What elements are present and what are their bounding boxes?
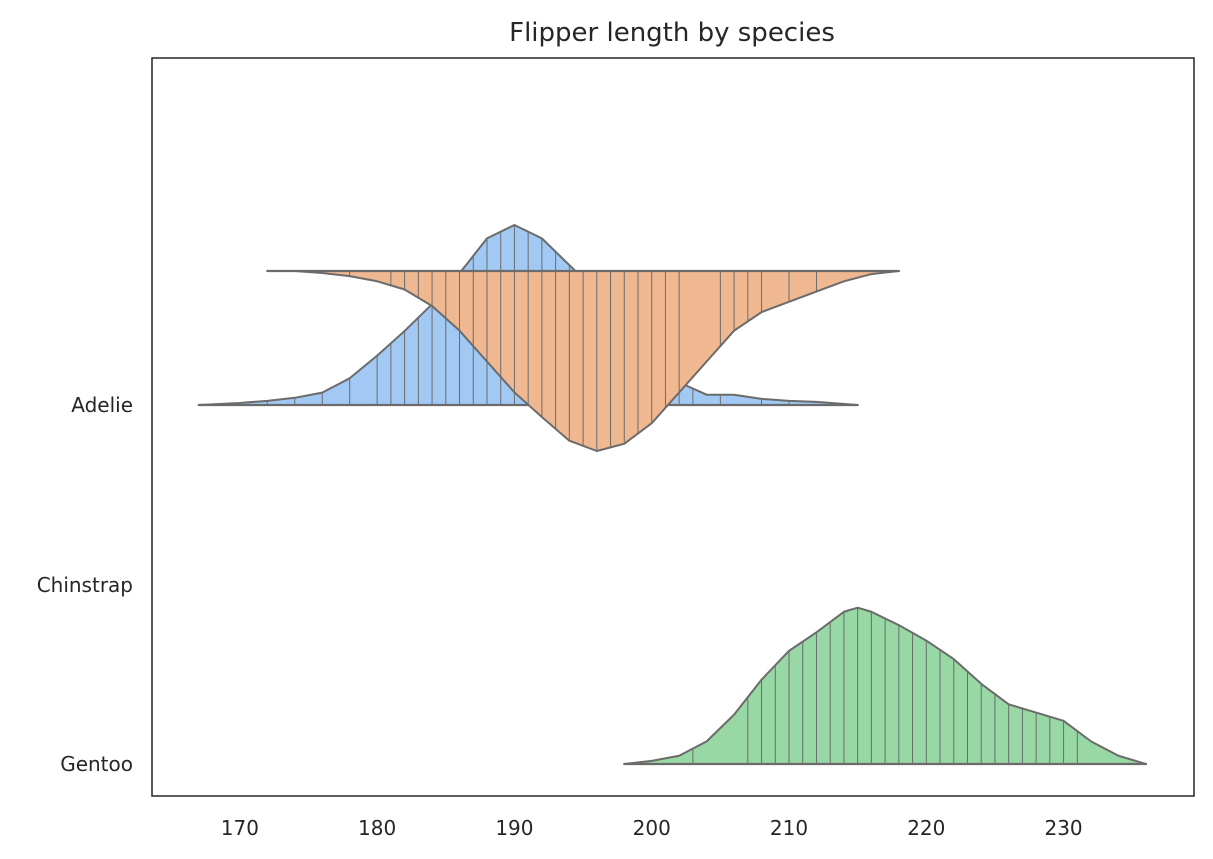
y-tick-label-chinstrap: Chinstrap — [37, 573, 133, 597]
y-tick-label-adelie: Adelie — [71, 393, 133, 417]
x-tick-label: 180 — [358, 816, 396, 840]
plot-frame — [151, 57, 1195, 797]
y-axis: Adelie Chinstrap Gentoo — [37, 393, 133, 776]
x-tick-label: 170 — [221, 816, 259, 840]
x-tick-label: 210 — [770, 816, 808, 840]
violin-gentoo — [623, 606, 1148, 766]
x-tick-label: 220 — [907, 816, 945, 840]
x-tick-label: 190 — [495, 816, 533, 840]
x-axis: 170 180 190 200 210 220 230 — [221, 816, 1083, 840]
x-tick-label: 200 — [633, 816, 671, 840]
x-tick-label: 230 — [1044, 816, 1082, 840]
y-tick-label-gentoo: Gentoo — [60, 752, 133, 776]
chart-title: Flipper length by species — [509, 18, 835, 48]
plot-area — [197, 224, 1148, 766]
violin-chinstrap — [266, 269, 900, 452]
